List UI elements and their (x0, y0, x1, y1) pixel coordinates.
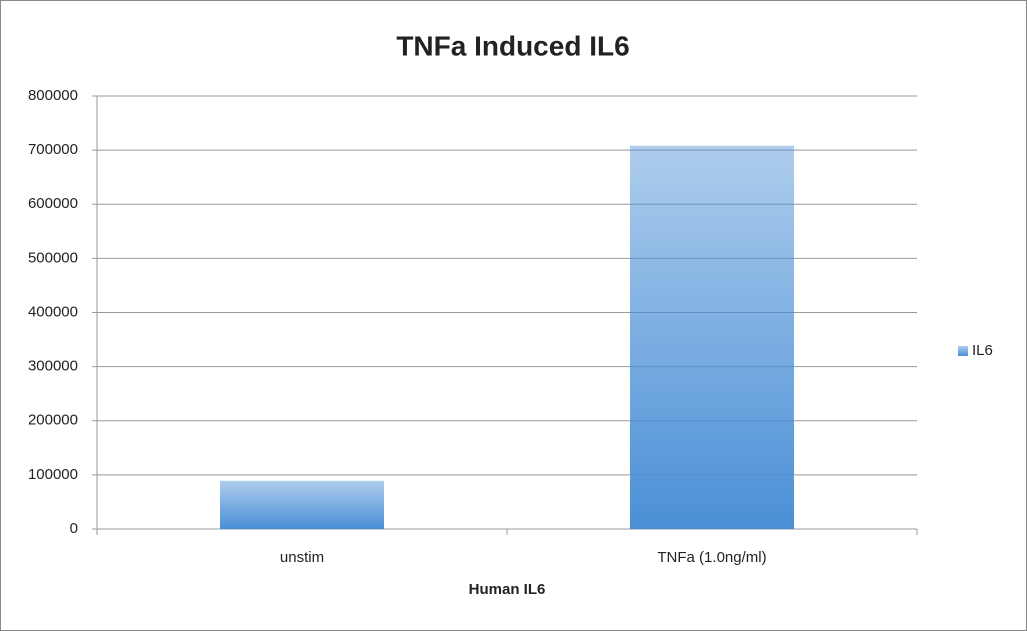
x-tick-label: TNFa (1.0ng/ml) (657, 549, 766, 566)
bar (220, 480, 384, 529)
x-tick-label: unstim (280, 549, 324, 566)
y-tick-label: 200000 (28, 412, 78, 429)
y-tick-label: 600000 (28, 195, 78, 212)
y-tick-label: 100000 (28, 466, 78, 483)
y-tick-label: 400000 (28, 303, 78, 320)
bar (630, 145, 794, 530)
y-tick-label: 300000 (28, 358, 78, 375)
chart-title: TNFa Induced IL6 (396, 30, 629, 61)
y-tick-label: 700000 (28, 141, 78, 158)
x-axis-title: Human IL6 (469, 581, 546, 598)
y-tick-label: 500000 (28, 249, 78, 266)
y-tick-label: 800000 (28, 87, 78, 104)
legend-label: IL6 (972, 342, 993, 359)
y-tick-label: 0 (70, 520, 78, 537)
legend-swatch (958, 346, 968, 356)
